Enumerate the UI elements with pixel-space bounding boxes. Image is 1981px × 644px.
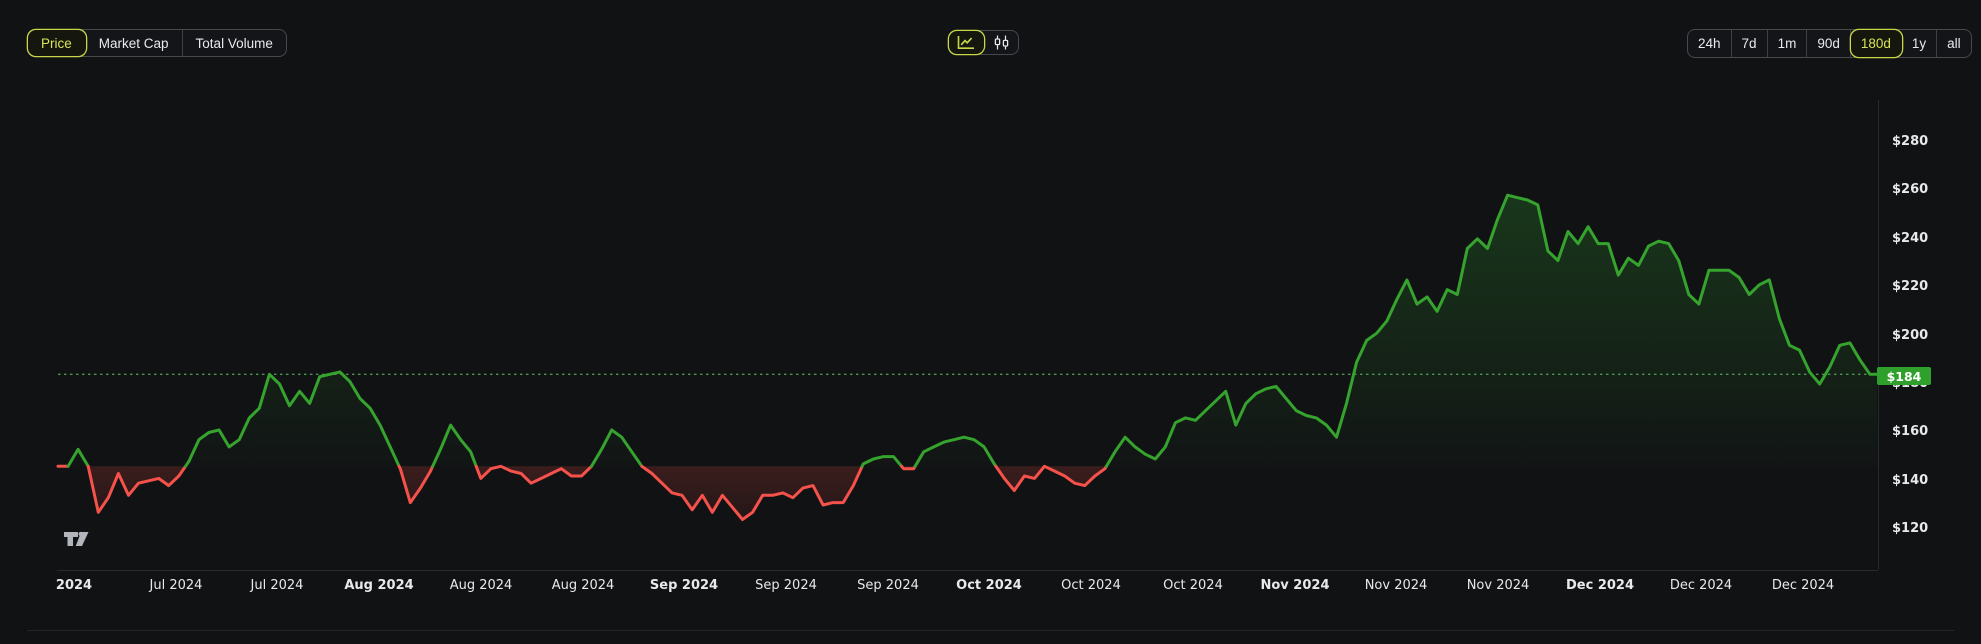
x-tick-label: 2024 <box>55 578 93 593</box>
x-tick-label: Nov 2024 <box>1364 578 1428 593</box>
line-chart-button[interactable] <box>949 31 984 54</box>
x-tick-label: Aug 2024 <box>344 578 414 593</box>
range-tab-90d[interactable]: 90d <box>1807 30 1851 57</box>
time-range-group: 24h 7d 1m 90d 180d 1y all <box>1687 29 1972 58</box>
price-line-up-segment <box>184 370 401 468</box>
axis-lines <box>57 100 1879 571</box>
x-tick-label: Dec 2024 <box>1669 578 1733 593</box>
bottom-divider <box>27 630 1954 631</box>
range-tab-24h[interactable]: 24h <box>1688 30 1732 57</box>
metric-tab-market-cap[interactable]: Market Cap <box>86 30 183 56</box>
x-tick-label: Jul 2024 <box>250 578 304 593</box>
x-tick-label: Nov 2024 <box>1260 578 1330 593</box>
x-tick-label: Aug 2024 <box>551 578 615 593</box>
price-line-down-segment <box>86 464 187 514</box>
range-tab-1y[interactable]: 1y <box>1902 30 1938 57</box>
y-tick-label: $260 <box>1892 182 1929 197</box>
x-tick-label: Oct 2024 <box>956 578 1022 593</box>
metric-toggle-group: Price Market Cap Total Volume <box>27 29 287 57</box>
price-line-up-segment <box>590 428 644 468</box>
price-line <box>56 193 1879 521</box>
x-tick-label: Dec 2024 <box>1771 578 1835 593</box>
area-fill-down <box>58 466 1877 520</box>
price-line-down-segment <box>397 464 435 505</box>
area-fill-up <box>58 195 1877 467</box>
price-line-up-segment <box>1104 193 1879 468</box>
y-tick-label: $220 <box>1892 279 1929 294</box>
metric-tab-price[interactable]: Price <box>28 30 86 56</box>
chart-type-toggle-group <box>948 30 1019 55</box>
price-line-up-segment <box>913 435 998 468</box>
price-area-fill <box>58 195 1877 520</box>
x-tick-label: Dec 2024 <box>1565 578 1635 593</box>
y-tick-label: $240 <box>1892 231 1929 246</box>
x-tick-label: Aug 2024 <box>449 578 513 593</box>
candlestick-chart-button[interactable] <box>984 31 1018 54</box>
y-tick-label: $140 <box>1892 473 1929 488</box>
range-tab-1m[interactable]: 1m <box>1768 30 1808 57</box>
x-tick-label: Sep 2024 <box>857 578 919 593</box>
range-tab-180d[interactable]: 180d <box>1850 30 1902 57</box>
x-tick-label: Sep 2024 <box>649 578 719 593</box>
x-tick-label: Jul 2024 <box>149 578 203 593</box>
price-line-down-segment <box>474 464 593 485</box>
price-line-down-segment <box>994 464 1108 492</box>
tradingview-logo <box>64 531 89 546</box>
price-line-up-segment <box>66 447 90 468</box>
price-line-up-segment <box>860 455 904 468</box>
price-line-down-segment <box>640 464 864 521</box>
price-line-up-segment <box>431 423 478 468</box>
range-tab-7d[interactable]: 7d <box>1732 30 1768 57</box>
range-tab-all[interactable]: all <box>1947 36 1961 51</box>
y-tick-label: $160 <box>1892 424 1929 439</box>
x-tick-label: Oct 2024 <box>1061 578 1121 593</box>
metric-tab-total-volume[interactable]: Total Volume <box>195 35 273 51</box>
y-tick-label: $120 <box>1892 521 1929 536</box>
x-tick-label: Nov 2024 <box>1466 578 1530 593</box>
x-tick-label: Sep 2024 <box>755 578 817 593</box>
y-tick-label: $280 <box>1892 134 1929 149</box>
x-tick-label: Oct 2024 <box>1163 578 1223 593</box>
current-price-badge: $184 <box>1877 367 1931 385</box>
y-tick-label: $200 <box>1892 328 1929 343</box>
